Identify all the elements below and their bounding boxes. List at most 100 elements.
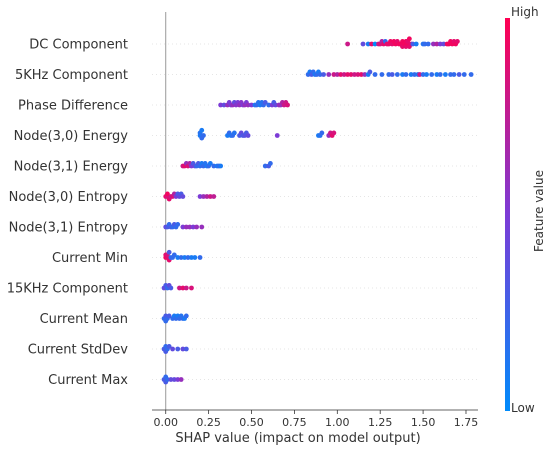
- shap-point-current-min: [182, 255, 188, 260]
- shap-point-dc-component: [425, 41, 431, 47]
- shap-point-node-3-0-entropy: [211, 194, 217, 199]
- shap-point-node-3-1-entropy: [187, 224, 193, 230]
- shap-point-current-stddev: [180, 346, 186, 352]
- shap-point-5khz-component: [355, 72, 361, 77]
- feature-label: 5KHz Component: [15, 68, 128, 83]
- shap-point-phase-difference: [266, 102, 272, 108]
- plot-area: DC Component 5KHz Component Phase Differen…: [7, 12, 478, 410]
- shap-point-dc-component: [365, 41, 371, 47]
- shap-point-current-mean: [183, 313, 189, 319]
- shap-point-current-stddev: [170, 346, 175, 352]
- colorbar-low-label: Low: [511, 401, 535, 415]
- x-tick-label: 0.00: [153, 416, 178, 429]
- shap-point-dc-component: [413, 41, 419, 47]
- shap-point-node-3-0-entropy: [180, 194, 186, 199]
- shap-point-current-stddev: [183, 346, 189, 352]
- shap-point-5khz-component: [461, 72, 467, 77]
- shap-point-current-min: [171, 252, 177, 258]
- shap-point-dc-component: [360, 41, 366, 47]
- shap-point-current-max: [171, 377, 177, 382]
- shap-point-5khz-component: [403, 72, 409, 77]
- colorbar-gradient: [505, 18, 510, 411]
- shap-point-5khz-component: [448, 72, 453, 77]
- shap-point-node-3-0-entropy: [197, 194, 203, 199]
- shap-point-dc-component: [345, 41, 350, 47]
- x-tick-label: 1.00: [325, 416, 350, 429]
- shap-point-5khz-component: [434, 72, 440, 77]
- shap-point-15khz-component: [168, 285, 174, 291]
- shap-point-5khz-component: [443, 72, 448, 77]
- shap-point-5khz-component: [400, 72, 405, 77]
- shap-point-current-min: [192, 255, 198, 260]
- shap-point-node-3-1-entropy: [180, 224, 186, 230]
- feature-label: Phase Difference: [18, 99, 128, 114]
- shap-point-current-stddev: [166, 344, 172, 349]
- shap-point-node-3-0-entropy: [201, 194, 206, 199]
- shap-point-node-3-1-entropy: [194, 224, 200, 230]
- shap-point-node-3-0-energy: [231, 130, 237, 136]
- feature-label: Node(3,0) Energy: [14, 129, 129, 144]
- shap-point-node-3-1-energy: [262, 163, 268, 169]
- shap-point-current-max: [168, 377, 174, 382]
- shap-point-15khz-component: [189, 285, 194, 291]
- shap-point-node-3-0-energy: [201, 133, 206, 138]
- shap-point-5khz-component: [338, 72, 344, 77]
- shap-point-15khz-component: [180, 285, 186, 291]
- shap-point-5khz-component: [451, 72, 457, 77]
- shap-point-5khz-component: [437, 72, 443, 77]
- shap-point-dc-component: [410, 41, 416, 47]
- shap-point-5khz-component: [317, 72, 323, 77]
- shap-point-dc-component: [430, 41, 436, 47]
- shap-point-5khz-component: [326, 72, 332, 77]
- shap-point-current-min: [197, 255, 203, 260]
- shap-point-node-3-0-energy: [274, 133, 280, 138]
- colorbar-title: Feature value: [532, 170, 546, 252]
- shap-point-dc-component: [406, 36, 412, 42]
- shap-point-node-3-0-energy: [245, 133, 251, 138]
- shap-point-dc-component: [372, 41, 378, 47]
- shap-point-node-3-0-entropy: [204, 194, 210, 199]
- feature-label: Current Mean: [40, 312, 128, 327]
- x-tick-label: 1.75: [454, 416, 479, 429]
- shap-point-5khz-component: [348, 72, 354, 77]
- shap-point-15khz-component: [177, 285, 182, 291]
- x-axis: 0.00 0.25 0.50 0.75 1.00 1.25 1.50 1.75: [152, 409, 479, 429]
- shap-point-current-max: [165, 377, 170, 382]
- feature-label: Node(3,0) Entropy: [9, 190, 129, 205]
- shap-point-current-min: [166, 249, 172, 255]
- shap-point-5khz-component: [394, 72, 400, 77]
- shap-point-dc-component: [369, 41, 375, 47]
- feature-label: DC Component: [29, 38, 128, 53]
- shap-point-5khz-component: [408, 72, 414, 77]
- shap-point-current-max: [175, 377, 181, 382]
- shap-point-5khz-component: [367, 69, 373, 75]
- shap-point-5khz-component: [386, 72, 392, 77]
- shap-point-node-3-1-energy: [267, 161, 273, 166]
- shap-point-5khz-component: [424, 72, 429, 77]
- shap-point-dc-component: [441, 41, 447, 47]
- shap-point-5khz-component: [420, 72, 426, 77]
- shap-point-5khz-component: [334, 72, 340, 77]
- shap-point-phase-difference: [273, 102, 278, 108]
- shap-point-node-3-1-entropy: [199, 224, 205, 230]
- shap-point-5khz-component: [429, 72, 435, 77]
- shap-point-current-mean: [166, 313, 172, 319]
- shap-point-phase-difference: [218, 102, 224, 108]
- shap-point-15khz-component: [183, 285, 189, 291]
- shap-point-5khz-component: [352, 72, 357, 77]
- shap-point-5khz-component: [372, 72, 378, 77]
- feature-label: Current Min: [52, 251, 128, 266]
- x-tick-label: 0.75: [282, 416, 307, 429]
- shap-point-node-3-1-entropy: [190, 224, 196, 230]
- feature-label: Node(3,1) Entropy: [9, 221, 129, 236]
- shap-point-phase-difference: [245, 102, 251, 108]
- shap-point-5khz-component: [417, 72, 423, 77]
- feature-label: 15KHz Component: [7, 282, 128, 297]
- shap-point-node-3-1-entropy: [183, 224, 189, 230]
- shap-point-node-3-0-energy: [199, 127, 205, 133]
- shap-point-5khz-component: [468, 72, 474, 77]
- shap-point-dc-component: [437, 41, 443, 47]
- shap-point-phase-difference: [262, 100, 268, 105]
